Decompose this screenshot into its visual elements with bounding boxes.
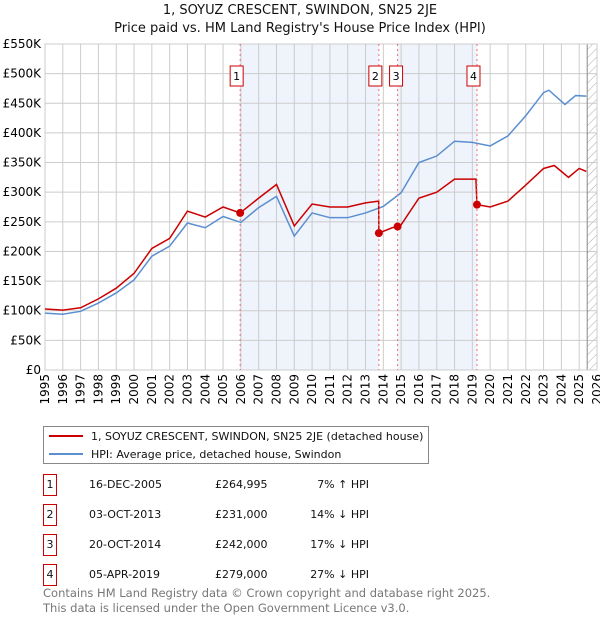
y-tick-label: £150K xyxy=(3,274,43,288)
sale-hpi-diff: 14% ↓ HPI xyxy=(310,508,369,521)
x-tick-label: 2000 xyxy=(127,374,141,405)
price-chart: 1 2 3 4 1995 1996 1997 1998 1999 2000 2001 2002 2003… xyxy=(3,37,600,405)
x-tick-label: 2004 xyxy=(198,374,212,405)
x-tick-label: 2003 xyxy=(180,374,194,405)
x-tick-label: 2021 xyxy=(501,374,515,405)
blue-line-swatch xyxy=(49,453,83,455)
legend-label: 1, SOYUZ CRESCENT, SWINDON, SN25 2JE (de… xyxy=(91,429,424,443)
sale-number: 4 xyxy=(43,564,57,586)
x-tick-label: 2016 xyxy=(412,374,426,405)
y-tick-label: £350K xyxy=(3,156,43,170)
sale-number-box xyxy=(389,65,404,87)
x-tick-label: 1997 xyxy=(74,374,88,405)
y-tick-label: £400K xyxy=(3,126,43,140)
x-tick-label: 2012 xyxy=(341,374,355,405)
legend: 1, SOYUZ CRESCENT, SWINDON, SN25 2JE (de… xyxy=(43,426,429,464)
y-tick-label: £500K xyxy=(3,67,43,81)
x-tick-label: 2015 xyxy=(394,374,408,405)
chart-title: 1, SOYUZ CRESCENT, SWINDON, SN25 2JE xyxy=(162,3,438,18)
sale-point xyxy=(472,200,481,209)
x-tick-label: 2002 xyxy=(163,374,177,405)
x-tick-label: 2006 xyxy=(234,374,248,405)
sale-number-box xyxy=(368,65,383,87)
x-tick-label: 2008 xyxy=(269,374,283,405)
x-tick-label: 2010 xyxy=(305,374,319,405)
legend-item-hpi: HPI: Average price, detached house, Swin… xyxy=(49,445,341,463)
sale-hpi-diff: 7% ↑ HPI xyxy=(317,478,369,491)
x-tick-label: 2019 xyxy=(465,374,479,405)
y-tick-label: £550K xyxy=(3,37,43,51)
sale-number: 2 xyxy=(43,504,57,526)
x-tick-label: 2009 xyxy=(287,374,301,405)
sale-price: £231,000 xyxy=(215,508,268,521)
series-line xyxy=(44,89,587,316)
x-tick-label: 2023 xyxy=(537,374,551,405)
sale-date: 03-OCT-2013 xyxy=(89,508,162,521)
sale-number-label: 2 xyxy=(372,70,379,83)
x-tick-label: 2025 xyxy=(572,374,586,405)
x-tick-label: 2020 xyxy=(483,374,497,405)
sale-point xyxy=(393,222,402,231)
x-tick-label: 2013 xyxy=(359,374,373,405)
x-tick-label: 1999 xyxy=(109,374,123,405)
sale-number-box xyxy=(466,65,481,87)
sale-number-label: 4 xyxy=(470,70,477,83)
y-tick-label: £250K xyxy=(3,215,43,229)
sale-number-label: 1 xyxy=(233,70,240,83)
sale-row: 2 03-OCT-2013 £231,000 14% ↓ HPI xyxy=(43,504,383,526)
sale-row: 1 16-DEC-2005 £264,995 7% ↑ HPI xyxy=(43,474,383,496)
x-tick-label: 2001 xyxy=(145,374,159,405)
sale-date: 16-DEC-2005 xyxy=(89,478,163,491)
x-tick-label: 1995 xyxy=(38,374,52,405)
sale-price: £264,995 xyxy=(215,478,268,491)
sale-row: 3 20-OCT-2014 £242,000 17% ↓ HPI xyxy=(43,534,383,556)
sale-date: 20-OCT-2014 xyxy=(89,538,162,551)
x-tick-label: 2005 xyxy=(216,374,230,405)
x-tick-label: 1998 xyxy=(91,374,105,405)
legend-item-property: 1, SOYUZ CRESCENT, SWINDON, SN25 2JE (de… xyxy=(49,427,423,445)
sale-number: 1 xyxy=(43,474,57,496)
x-tick-label: 2024 xyxy=(554,374,568,405)
sale-row: 4 05-APR-2019 £279,000 27% ↓ HPI xyxy=(43,564,383,586)
sale-price: £242,000 xyxy=(215,538,268,551)
sale-date: 05-APR-2019 xyxy=(89,568,161,581)
chart-subtitle: Price paid vs. HM Land Registry's House … xyxy=(114,21,486,36)
sale-point xyxy=(374,229,383,238)
sale-hpi-diff: 27% ↓ HPI xyxy=(310,568,369,581)
plot-border xyxy=(44,43,598,371)
sale-number-label: 3 xyxy=(393,70,400,83)
x-tick-label: 2011 xyxy=(323,374,337,405)
sale-point xyxy=(236,208,245,217)
legend-label: HPI: Average price, detached house, Swin… xyxy=(91,447,342,461)
series-line xyxy=(44,164,587,311)
footer-licence: This data is licensed under the Open Gov… xyxy=(43,601,410,615)
sale-price: £279,000 xyxy=(215,568,268,581)
y-tick-label: £100K xyxy=(3,304,43,318)
sale-number-box xyxy=(229,65,244,87)
y-tick-label: £300K xyxy=(3,185,43,199)
y-tick-label: £450K xyxy=(3,96,43,110)
x-tick-label: 2007 xyxy=(252,374,266,405)
sale-hpi-diff: 17% ↓ HPI xyxy=(310,538,369,551)
footer-copyright: Contains HM Land Registry data © Crown c… xyxy=(43,586,491,600)
y-tick-label: £50K xyxy=(10,333,42,347)
sale-number: 3 xyxy=(43,534,57,556)
y-tick-label: £0 xyxy=(26,363,41,377)
x-tick-label: 2014 xyxy=(376,374,390,405)
x-tick-label: 2022 xyxy=(519,374,533,405)
forecast-hatch xyxy=(587,44,597,370)
red-line-swatch xyxy=(49,435,83,437)
shaded-period xyxy=(397,44,477,370)
x-tick-label: 2018 xyxy=(448,374,462,405)
x-tick-label: 2026 xyxy=(590,374,600,405)
x-tick-label: 2017 xyxy=(430,374,444,405)
x-tick-label: 1996 xyxy=(56,374,70,405)
y-tick-label: £200K xyxy=(3,244,43,258)
